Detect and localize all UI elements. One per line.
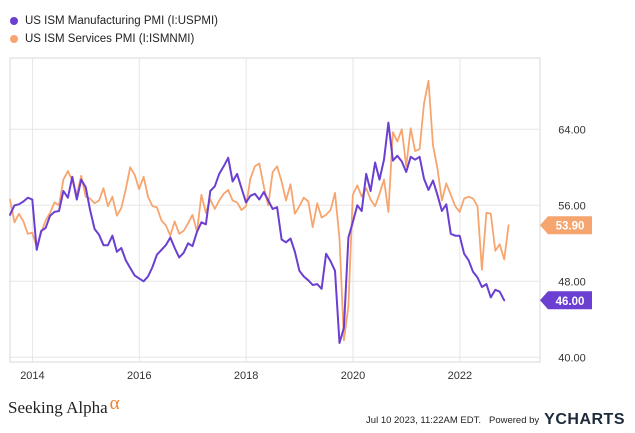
y-tick-label: 56.00 <box>558 200 586 212</box>
plot-frame <box>9 57 541 363</box>
legend-item-services[interactable]: US ISM Services PMI (I:ISMNMI) <box>10 30 218 48</box>
legend-label-manufacturing: US ISM Manufacturing PMI (I:USPMI) <box>25 15 218 27</box>
y-tick-label: 48.00 <box>558 276 586 288</box>
ycharts-y-glyph: Y <box>544 411 556 428</box>
y-tick-label: 64.00 <box>558 124 586 136</box>
value-tag-shape <box>540 216 592 235</box>
services-last-value-tag: 53.90 <box>540 216 592 235</box>
value-tag-label: 46.00 <box>556 296 585 308</box>
alpha-icon: α <box>109 393 120 414</box>
chart-footer: Jul 10 2023, 11:22AM EDT. Powered by YCH… <box>366 411 625 429</box>
x-tick-label: 2020 <box>341 370 365 382</box>
legend-item-manufacturing[interactable]: US ISM Manufacturing PMI (I:USPMI) <box>10 12 218 30</box>
ycharts-logo[interactable]: YCHARTS <box>544 411 625 429</box>
value-tag-shape <box>540 291 592 310</box>
chart-legend: US ISM Manufacturing PMI (I:USPMI) US IS… <box>10 12 218 48</box>
x-tick-label: 2016 <box>127 370 151 382</box>
seeking-alpha-logo: Seeking Alpha α <box>8 393 120 418</box>
legend-dot-services <box>10 35 18 43</box>
value-tag-label: 53.90 <box>556 221 585 233</box>
y-tick-label: 40.00 <box>558 352 586 364</box>
x-tick-label: 2022 <box>448 370 472 382</box>
x-tick-label: 2018 <box>234 370 258 382</box>
manufacturing-series-line <box>9 121 506 344</box>
services-series-line <box>9 79 510 342</box>
powered-by-label: Powered by <box>488 414 540 426</box>
x-tick-label: 2014 <box>20 370 44 382</box>
ycharts-wordmark: CHARTS <box>555 411 625 428</box>
brand-name: Seeking Alpha <box>8 398 108 417</box>
legend-label-services: US ISM Services PMI (I:ISMNMI) <box>25 33 195 45</box>
legend-dot-manufacturing <box>10 17 18 25</box>
manufacturing-last-value-tag: 46.00 <box>540 291 592 310</box>
timestamp: Jul 10 2023, 11:22AM EDT. <box>366 414 481 426</box>
